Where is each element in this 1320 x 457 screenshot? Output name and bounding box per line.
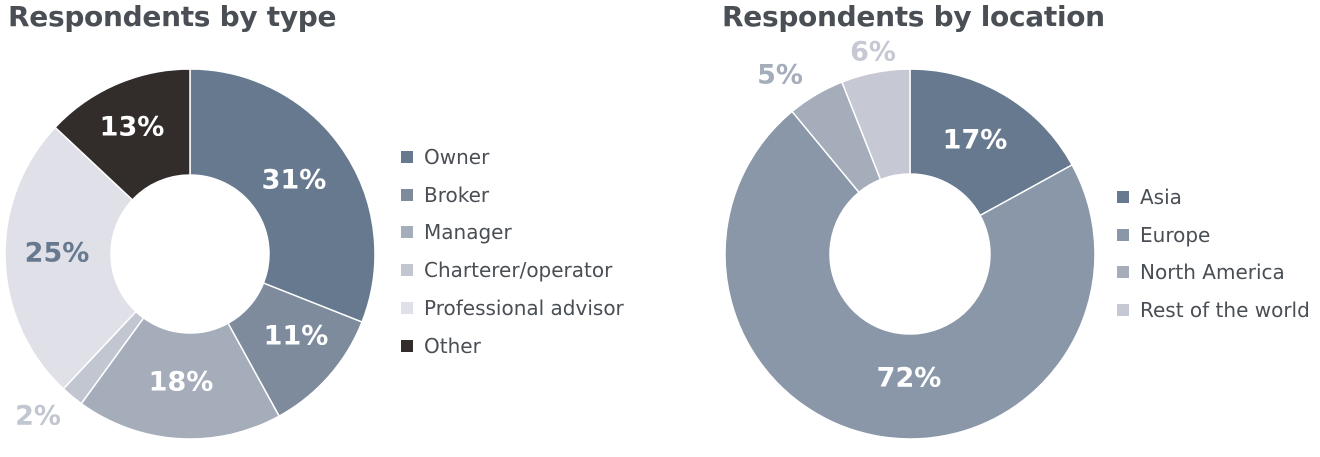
data-label-manager: 18% xyxy=(149,367,214,398)
slice-professional-advisor xyxy=(4,126,137,390)
data-label-europe: 72% xyxy=(877,363,942,394)
donut-chart-location: 17% 72% 5% 6% xyxy=(724,37,1096,440)
legend-label: Broker xyxy=(424,182,490,207)
slice-other xyxy=(54,68,191,201)
data-label-rest-of-the-world: 6% xyxy=(850,37,896,68)
donut-chart-type: 31% 11% 18% 2% 25% 13% xyxy=(4,68,376,440)
data-label-professional-advisor: 25% xyxy=(25,238,90,269)
legend-label: Manager xyxy=(424,220,512,245)
legend-label: Professional advisor xyxy=(424,296,624,321)
legend-swatch xyxy=(1117,266,1129,279)
legend-swatch xyxy=(401,302,413,315)
chart-respondents-by-type: Respondents by type 31% 11% 18% 2% 25% 13% Ow… xyxy=(4,0,624,440)
data-label-other: 13% xyxy=(100,112,165,143)
legend-item-owner: Owner xyxy=(401,138,624,176)
data-label-broker: 11% xyxy=(264,321,329,352)
data-label-owner: 31% xyxy=(262,165,327,196)
data-label-charterer-operator: 2% xyxy=(15,401,61,432)
legend-item-broker: Broker xyxy=(401,176,624,214)
legend-item-manager: Manager xyxy=(401,214,624,252)
data-label-asia: 17% xyxy=(943,125,1008,156)
legend-item-charterer-operator: Charterer/operator xyxy=(401,251,624,289)
slice-manager xyxy=(80,316,281,440)
data-label-north-america: 5% xyxy=(757,60,803,91)
legend-swatch xyxy=(401,188,413,201)
legend-label: Charterer/operator xyxy=(424,258,613,283)
legend-item-rest-of-the-world: Rest of the world xyxy=(1117,291,1310,329)
slice-owner xyxy=(189,68,376,324)
legend-label: North America xyxy=(1140,260,1285,285)
legend-item-europe: Europe xyxy=(1117,216,1310,254)
legend-label: Asia xyxy=(1140,184,1182,209)
legend-swatch xyxy=(401,150,413,163)
legend-swatch xyxy=(1117,304,1129,317)
legend-swatch xyxy=(1117,228,1129,241)
legend-label: Owner xyxy=(424,144,490,169)
legend-item-professional-advisor: Professional advisor xyxy=(401,289,624,327)
slice-europe xyxy=(724,110,1096,440)
chart-respondents-by-location: Respondents by location 17% 72% 5% 6% Asia E… xyxy=(660,0,1320,457)
legend-item-asia: Asia xyxy=(1117,178,1310,216)
legend-label: Other xyxy=(424,333,481,358)
slice-rest-of-the-world xyxy=(840,68,911,181)
legend-swatch xyxy=(401,226,413,239)
legend-swatch xyxy=(401,339,413,352)
legend-item-other: Other xyxy=(401,327,624,365)
legend-label: Rest of the world xyxy=(1140,298,1310,323)
legend-item-north-america: North America xyxy=(1117,254,1310,292)
legend-type: Owner Broker Manager Charterer/operator Prof… xyxy=(401,138,624,365)
legend-label: Europe xyxy=(1140,222,1211,247)
slice-asia xyxy=(909,68,1074,217)
legend-swatch xyxy=(401,264,413,277)
chart-title: Respondents by type xyxy=(8,0,337,33)
chart-title: Respondents by location xyxy=(722,0,1105,33)
legend-location: Asia Europe North America Rest of the world xyxy=(1117,178,1310,329)
legend-swatch xyxy=(1117,190,1129,203)
